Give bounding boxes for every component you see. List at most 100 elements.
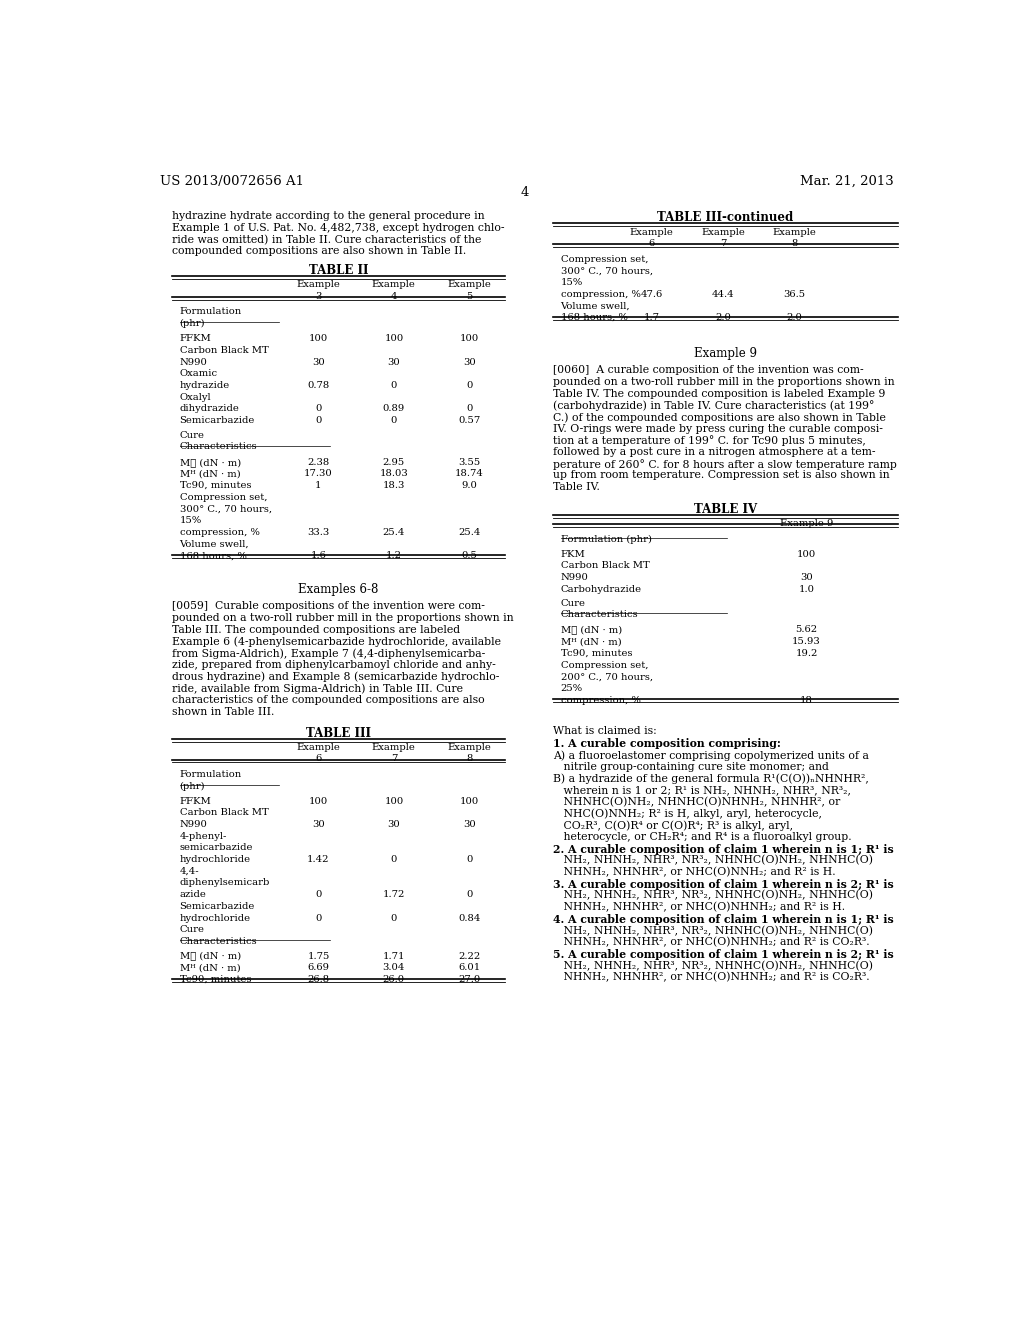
Text: 30: 30 <box>312 358 325 367</box>
Text: 4: 4 <box>520 186 529 199</box>
Text: 0.84: 0.84 <box>458 913 480 923</box>
Text: 36.5: 36.5 <box>783 289 806 298</box>
Text: zide, prepared from diphenylcarbamoyl chloride and anhy-: zide, prepared from diphenylcarbamoyl ch… <box>172 660 496 671</box>
Text: TABLE III-continued: TABLE III-continued <box>657 211 794 224</box>
Text: Table III. The compounded compositions are labeled: Table III. The compounded compositions a… <box>172 624 460 635</box>
Text: Characteristics: Characteristics <box>179 937 257 946</box>
Text: (carbohydrazide) in Table IV. Cure characteristics (at 199°: (carbohydrazide) in Table IV. Cure chara… <box>553 400 873 412</box>
Text: 30: 30 <box>463 358 475 367</box>
Text: What is claimed is:: What is claimed is: <box>553 726 656 735</box>
Text: NHNH₂, NHNHR², or NHC(O)NHNH₂; and R² is CO₂R³.: NHNH₂, NHNHR², or NHC(O)NHNH₂; and R² is… <box>553 973 869 982</box>
Text: CO₂R³, C(O)R⁴ or C(O)R⁴; R³ is alkyl, aryl,: CO₂R³, C(O)R⁴ or C(O)R⁴; R³ is alkyl, ar… <box>553 820 793 830</box>
Text: characteristics of the compounded compositions are also: characteristics of the compounded compos… <box>172 696 484 705</box>
Text: Table IV. The compounded composition is labeled Example 9: Table IV. The compounded composition is … <box>553 388 885 399</box>
Text: 18: 18 <box>800 696 813 705</box>
Text: FFKM: FFKM <box>179 797 211 805</box>
Text: Cure: Cure <box>560 598 586 607</box>
Text: Table IV.: Table IV. <box>553 482 599 492</box>
Text: 6.69: 6.69 <box>307 964 330 973</box>
Text: 1.0: 1.0 <box>799 585 814 594</box>
Text: 2.0: 2.0 <box>786 313 803 322</box>
Text: Example: Example <box>773 227 816 236</box>
Text: 6: 6 <box>315 755 322 763</box>
Text: hydrochloride: hydrochloride <box>179 913 251 923</box>
Text: 2. A curable composition of claim 1 wherein n is 1; R¹ is: 2. A curable composition of claim 1 wher… <box>553 843 893 855</box>
Text: 25.4: 25.4 <box>383 528 406 537</box>
Text: Tc90, minutes: Tc90, minutes <box>560 649 632 657</box>
Text: Example: Example <box>297 280 340 289</box>
Text: Example 6 (4-phenylsemicarbazide hydrochloride, available: Example 6 (4-phenylsemicarbazide hydroch… <box>172 636 501 647</box>
Text: Example: Example <box>297 743 340 752</box>
Text: B) a hydrazide of the general formula R¹(C(O))ₙNHNHR²,: B) a hydrazide of the general formula R¹… <box>553 774 868 784</box>
Text: hydrazine hydrate according to the general procedure in: hydrazine hydrate according to the gener… <box>172 211 484 222</box>
Text: 0.5: 0.5 <box>461 552 477 560</box>
Text: 5.62: 5.62 <box>796 626 817 635</box>
Text: Carbohydrazide: Carbohydrazide <box>560 585 642 594</box>
Text: hydrazide: hydrazide <box>179 381 229 389</box>
Text: hydrochloride: hydrochloride <box>179 855 251 865</box>
Text: pounded on a two-roll rubber mill in the proportions shown in: pounded on a two-roll rubber mill in the… <box>553 378 894 387</box>
Text: 1. A curable composition comprising:: 1. A curable composition comprising: <box>553 738 780 750</box>
Text: 0: 0 <box>391 416 397 425</box>
Text: 17.30: 17.30 <box>304 470 333 478</box>
Text: 0: 0 <box>391 855 397 865</box>
Text: NHC(O)NNH₂; R² is H, alkyl, aryl, heterocycle,: NHC(O)NNH₂; R² is H, alkyl, aryl, hetero… <box>553 809 821 820</box>
Text: diphenylsemicarb: diphenylsemicarb <box>179 879 270 887</box>
Text: 25%: 25% <box>560 684 583 693</box>
Text: 300° C., 70 hours,: 300° C., 70 hours, <box>560 267 652 275</box>
Text: N990: N990 <box>179 820 208 829</box>
Text: 0: 0 <box>391 381 397 389</box>
Text: IV. O-rings were made by press curing the curable composi-: IV. O-rings were made by press curing th… <box>553 424 883 434</box>
Text: compression, %: compression, % <box>560 696 640 705</box>
Text: Formulation: Formulation <box>179 308 242 317</box>
Text: NHNH₂, NHNHR², or NHC(O)NHNH₂; and R² is CO₂R³.: NHNH₂, NHNHR², or NHC(O)NHNH₂; and R² is… <box>553 937 869 948</box>
Text: NHNH₂, NHNHR², or NHC(O)NNH₂; and R² is H.: NHNH₂, NHNHR², or NHC(O)NNH₂; and R² is … <box>553 867 836 878</box>
Text: 3: 3 <box>315 292 322 301</box>
Text: heterocycle, or CH₂R⁴; and R⁴ is a fluoroalkyl group.: heterocycle, or CH₂R⁴; and R⁴ is a fluor… <box>553 832 851 842</box>
Text: Carbon Black MT: Carbon Black MT <box>179 808 268 817</box>
Text: TABLE III: TABLE III <box>306 726 371 739</box>
Text: Oxalyl: Oxalyl <box>179 392 211 401</box>
Text: (phr): (phr) <box>179 781 205 791</box>
Text: Compression set,: Compression set, <box>179 492 267 502</box>
Text: Example: Example <box>447 280 492 289</box>
Text: Example: Example <box>372 743 416 752</box>
Text: Compression set,: Compression set, <box>560 660 648 669</box>
Text: Example 9: Example 9 <box>780 519 834 528</box>
Text: Mᴴ (dN · m): Mᴴ (dN · m) <box>179 964 241 973</box>
Text: 2.95: 2.95 <box>383 458 404 467</box>
Text: 0.57: 0.57 <box>458 416 480 425</box>
Text: [0060]  A curable composition of the invention was com-: [0060] A curable composition of the inve… <box>553 366 863 375</box>
Text: ride, available from Sigma-Aldrich) in Table III. Cure: ride, available from Sigma-Aldrich) in T… <box>172 684 463 694</box>
Text: Volume swell,: Volume swell, <box>179 540 249 549</box>
Text: Examples 6-8: Examples 6-8 <box>298 583 379 597</box>
Text: Cure: Cure <box>179 925 205 935</box>
Text: 30: 30 <box>463 820 475 829</box>
Text: 15%: 15% <box>560 279 583 286</box>
Text: 200° C., 70 hours,: 200° C., 70 hours, <box>560 672 652 681</box>
Text: Characteristics: Characteristics <box>179 442 257 451</box>
Text: 0: 0 <box>315 416 322 425</box>
Text: 26.0: 26.0 <box>383 975 404 983</box>
Text: NH₂, NHNH₂, NHR³, NR³₂, NHNHC(O)NH₂, NHNHC(O): NH₂, NHNH₂, NHR³, NR³₂, NHNHC(O)NH₂, NHN… <box>553 855 872 866</box>
Text: 6: 6 <box>648 239 655 248</box>
Text: pounded on a two-roll rubber mill in the proportions shown in: pounded on a two-roll rubber mill in the… <box>172 614 513 623</box>
Text: Example: Example <box>372 280 416 289</box>
Text: Tc90, minutes: Tc90, minutes <box>179 480 251 490</box>
Text: Mℓ (dN · m): Mℓ (dN · m) <box>179 458 241 467</box>
Text: NH₂, NHNH₂, NHR³, NR³₂, NHNHC(O)NH₂, NHNHC(O): NH₂, NHNH₂, NHR³, NR³₂, NHNHC(O)NH₂, NHN… <box>553 961 872 970</box>
Text: 100: 100 <box>460 334 479 343</box>
Text: 0: 0 <box>315 404 322 413</box>
Text: shown in Table III.: shown in Table III. <box>172 706 274 717</box>
Text: semicarbazide: semicarbazide <box>179 843 253 853</box>
Text: Semicarbazide: Semicarbazide <box>179 902 255 911</box>
Text: Mℓ (dN · m): Mℓ (dN · m) <box>560 626 622 635</box>
Text: 100: 100 <box>384 797 403 805</box>
Text: 30: 30 <box>387 820 400 829</box>
Text: 19.2: 19.2 <box>796 649 818 657</box>
Text: 18.03: 18.03 <box>380 470 409 478</box>
Text: 100: 100 <box>309 797 328 805</box>
Text: from Sigma-Aldrich), Example 7 (4,4-diphenylsemicarba-: from Sigma-Aldrich), Example 7 (4,4-diph… <box>172 648 485 659</box>
Text: Example 1 of U.S. Pat. No. 4,482,738, except hydrogen chlo-: Example 1 of U.S. Pat. No. 4,482,738, ex… <box>172 223 504 232</box>
Text: 0.89: 0.89 <box>383 404 404 413</box>
